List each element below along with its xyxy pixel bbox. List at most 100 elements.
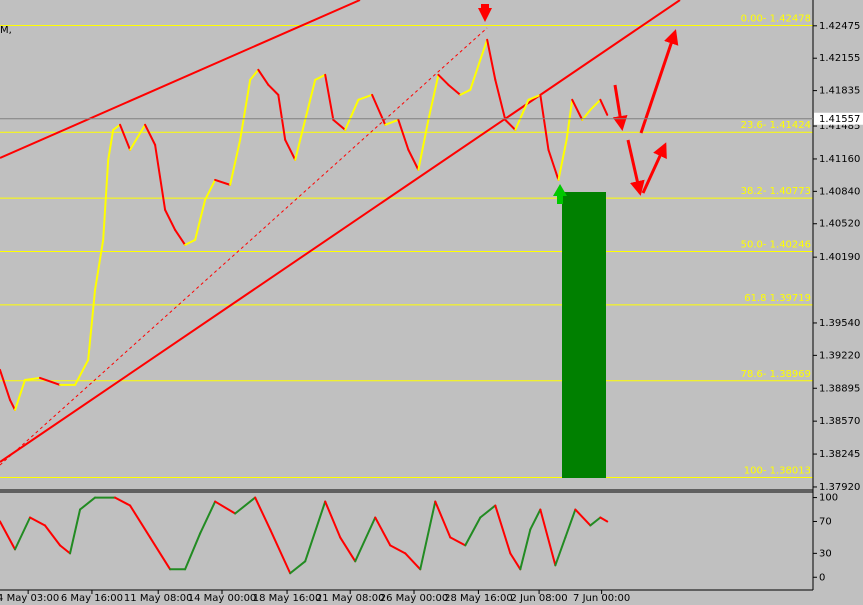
line-segment xyxy=(404,552,422,571)
line-segment xyxy=(289,560,307,575)
line-segment xyxy=(144,123,157,146)
line-segment xyxy=(129,123,147,151)
line-segment xyxy=(571,98,584,121)
osc-tick-label: 30 xyxy=(819,548,832,559)
line-segment xyxy=(277,93,287,141)
line-segment xyxy=(214,500,237,515)
line-segment xyxy=(249,68,260,81)
line-segment xyxy=(149,536,172,571)
line-segment xyxy=(389,544,407,555)
line-segment xyxy=(539,508,557,567)
line-segment xyxy=(324,73,335,121)
x-tick-label: 21 May 08:00 xyxy=(316,593,385,604)
line-segment xyxy=(332,118,347,131)
y-tick-label: 1.41835 xyxy=(819,86,860,97)
line-segment xyxy=(304,500,327,563)
line-segment xyxy=(469,58,482,91)
y-tick-label: 1.40520 xyxy=(819,219,860,230)
line-segment xyxy=(589,516,602,527)
line-segment xyxy=(294,118,307,161)
line-segment xyxy=(0,368,12,401)
line-segment xyxy=(514,98,530,131)
forecast-arrow xyxy=(612,84,628,131)
line-segment xyxy=(107,128,115,161)
line-segment xyxy=(357,93,374,101)
y-tick-label: 1.38245 xyxy=(819,449,860,460)
line-segment xyxy=(564,508,577,539)
line-segment xyxy=(527,93,542,101)
line-segment xyxy=(464,516,482,547)
y-tick-label: 1.39220 xyxy=(819,350,860,361)
line-segment xyxy=(304,78,317,121)
line-segment xyxy=(599,98,609,116)
line-segment xyxy=(69,508,82,555)
line-segment xyxy=(494,504,512,555)
line-segment xyxy=(9,398,17,411)
fib-label: 78.6- 1.38969 xyxy=(741,369,811,380)
target-box xyxy=(562,192,606,478)
y-tick-label: 1.38895 xyxy=(819,383,860,394)
line-segment xyxy=(214,178,232,186)
fib-label: 50.0- 1.40246 xyxy=(741,239,811,250)
line-segment xyxy=(154,143,167,211)
line-segment xyxy=(547,148,560,181)
line-segment xyxy=(581,108,592,121)
x-tick-label: 7 Jun 00:00 xyxy=(573,593,630,604)
line-segment xyxy=(119,123,132,151)
line-segment xyxy=(407,148,420,171)
line-segment xyxy=(257,68,270,86)
line-segment xyxy=(14,378,27,411)
line-segment xyxy=(59,544,72,555)
line-segment xyxy=(486,38,497,81)
line-segment xyxy=(314,73,327,81)
line-segment xyxy=(554,536,567,567)
fib-label: 61.8 1.39719 xyxy=(744,293,811,304)
line-segment xyxy=(459,88,472,96)
line-segment xyxy=(174,228,187,246)
line-segment xyxy=(539,93,550,151)
line-segment xyxy=(74,358,90,386)
line-segment xyxy=(114,496,132,507)
line-segment xyxy=(479,504,497,519)
current-price-label: 1.41557 xyxy=(819,114,860,125)
line-segment xyxy=(199,500,217,535)
fib-label: 100- 1.38013 xyxy=(744,466,811,477)
y-tick-label: 1.40840 xyxy=(819,186,860,197)
forecast-arrow xyxy=(639,29,679,134)
line-segment xyxy=(324,500,342,539)
line-segment xyxy=(519,528,532,571)
line-segment xyxy=(419,500,437,571)
x-tick-label: 6 May 16:00 xyxy=(61,593,123,604)
line-segment xyxy=(354,516,377,563)
line-segment xyxy=(0,520,17,551)
line-segment xyxy=(284,138,297,161)
line-segment xyxy=(239,78,252,141)
x-tick-label: 18 May 16:00 xyxy=(253,593,322,604)
line-segment xyxy=(112,123,122,131)
line-segment xyxy=(234,496,257,515)
line-segment xyxy=(344,98,360,131)
osc-tick-label: 0 xyxy=(819,572,825,583)
x-tick-label: 4 May 03:00 xyxy=(0,593,59,604)
fib-label: 0.00- 1.42478 xyxy=(741,14,811,25)
x-tick-label: 14 May 00:00 xyxy=(188,593,257,604)
line-segment xyxy=(204,178,217,201)
y-tick-label: 1.42475 xyxy=(819,21,860,32)
line-segment xyxy=(94,238,105,291)
current-price-box xyxy=(814,112,863,125)
osc-tick-label: 100 xyxy=(819,493,838,504)
line-segment xyxy=(437,73,450,86)
line-segment xyxy=(371,93,387,126)
channel-lower xyxy=(0,0,681,463)
line-segment xyxy=(79,496,97,511)
line-segment xyxy=(184,532,202,571)
y-tick-label: 1.41160 xyxy=(819,154,860,165)
y-tick-label: 1.39540 xyxy=(819,318,860,329)
line-segment xyxy=(194,198,207,241)
line-segment xyxy=(599,516,609,523)
line-segment xyxy=(374,516,392,547)
line-segment xyxy=(427,73,440,121)
line-segment xyxy=(504,118,517,131)
